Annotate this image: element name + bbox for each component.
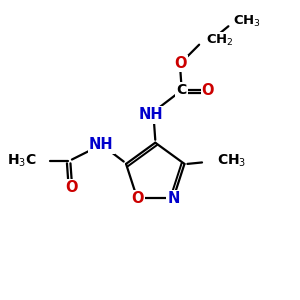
- Text: O: O: [174, 56, 186, 71]
- Text: H$_3$C: H$_3$C: [7, 153, 37, 169]
- Text: C: C: [176, 83, 187, 97]
- Text: NH: NH: [139, 107, 163, 122]
- Text: CH$_3$: CH$_3$: [217, 153, 246, 169]
- Text: O: O: [66, 180, 78, 195]
- Text: CH$_3$: CH$_3$: [233, 14, 261, 29]
- Text: O: O: [131, 191, 143, 206]
- Text: NH: NH: [89, 137, 113, 152]
- Text: CH$_2$: CH$_2$: [206, 33, 234, 48]
- Text: N: N: [167, 191, 179, 206]
- Text: O: O: [202, 82, 214, 98]
